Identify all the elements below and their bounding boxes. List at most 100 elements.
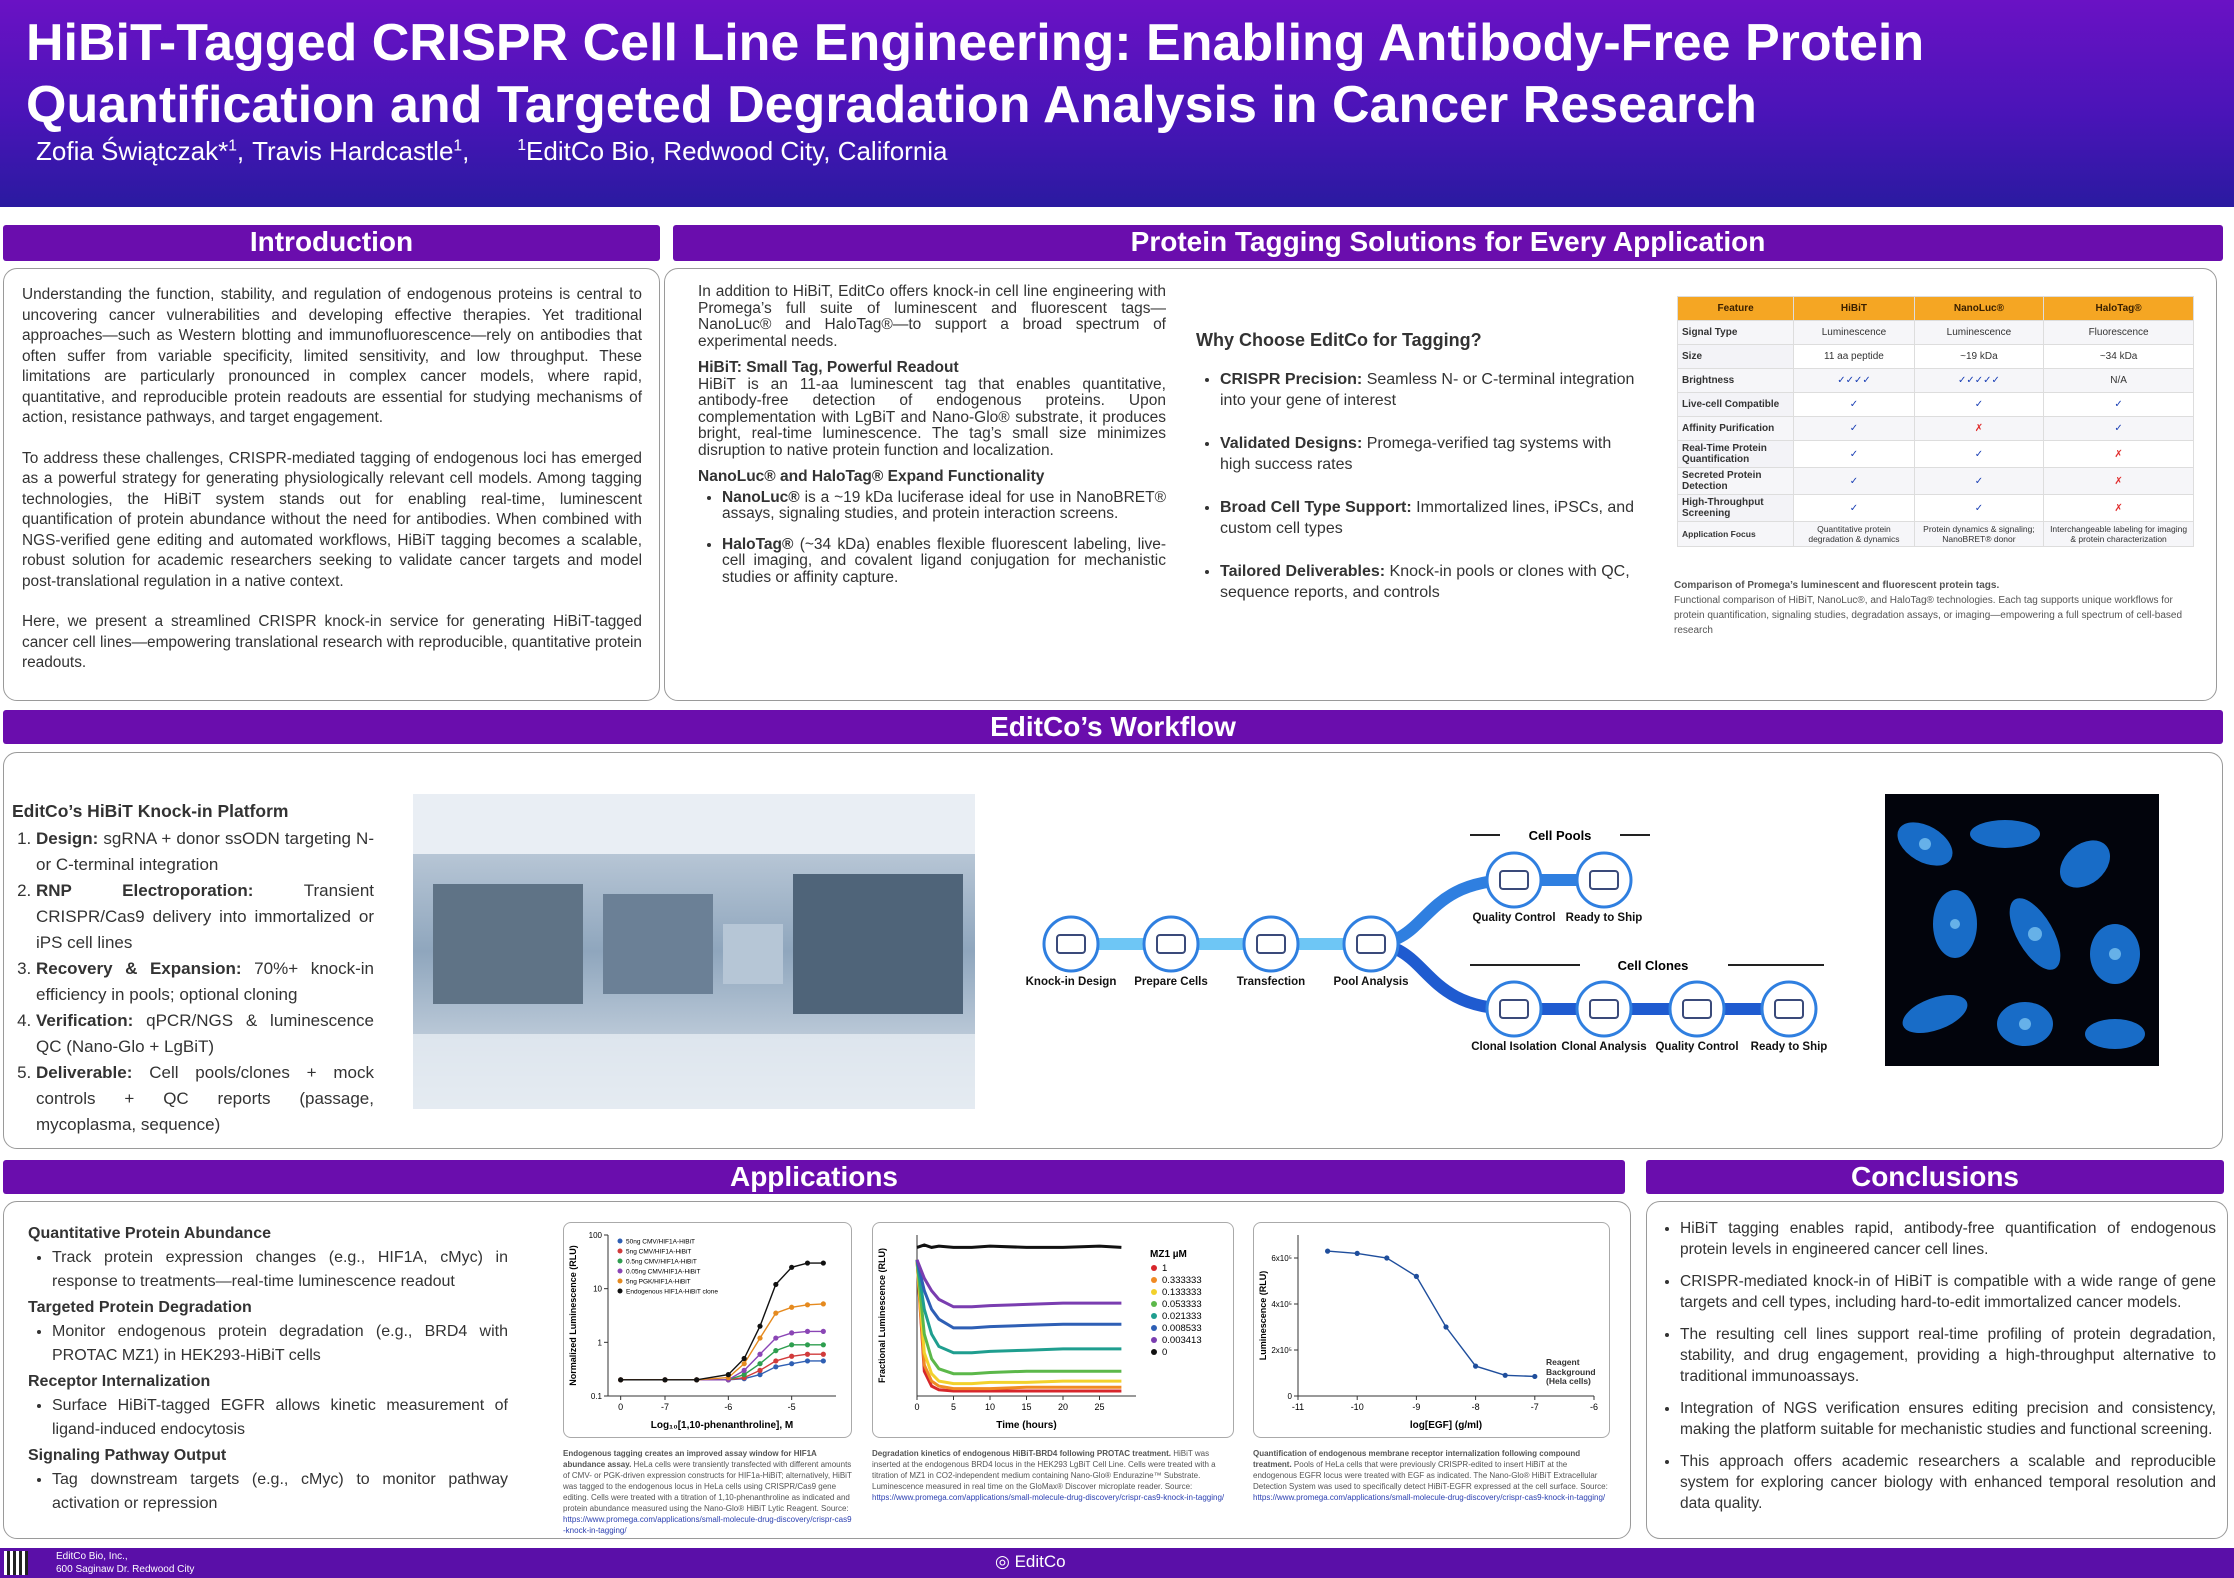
- lab-photo: [413, 794, 975, 1109]
- node-label: Quality Control: [1472, 912, 1556, 924]
- series-line: [915, 1259, 1122, 1330]
- row: Real-Time Protein Quantification ✓ ✓ ✗: [1676, 440, 2194, 468]
- row: Secreted Protein Detection ✓ ✓ ✗: [1676, 467, 2194, 495]
- bullet: Surface HiBiT-tagged EGFR allows kinetic…: [52, 1394, 508, 1442]
- legend-swatch: [617, 1288, 623, 1294]
- cell: ✓: [1793, 392, 1915, 417]
- legend-label: 0.008533: [1162, 1323, 1202, 1334]
- footer: EditCo Bio, Inc., 600 Saginaw Dr. Redwood…: [0, 1548, 2234, 1578]
- text: 70%+ knock-in efficiency in pools; optio…: [36, 959, 374, 1004]
- node: [1485, 851, 1543, 909]
- cell: Luminescence: [1793, 320, 1915, 345]
- point: [757, 1367, 763, 1373]
- cell: ✓: [1793, 467, 1915, 495]
- point: [618, 1377, 624, 1383]
- address: EditCo Bio, Inc., 600 Saginaw Dr. Redwood…: [56, 1550, 194, 1576]
- section-heading: Applications: [3, 1160, 1625, 1194]
- applications-list: Quantitative Protein Abundance Track prot…: [28, 1222, 508, 1518]
- cell: Signal Type: [1676, 320, 1795, 345]
- x-tick-label: 25: [1094, 1402, 1104, 1412]
- x-tick-label: -6: [1590, 1402, 1598, 1412]
- point: [820, 1260, 826, 1266]
- point: [1473, 1363, 1479, 1369]
- bullet: NanoLuc® is a ~19 kDa luciferase ideal f…: [722, 488, 1166, 523]
- step: Recovery & Expansion: 70%+ knock-in effi…: [36, 956, 374, 1008]
- caption-title: Endogenous tagging creates an improved a…: [563, 1449, 817, 1469]
- bullet: Tailored Deliverables: Knock-in pools or…: [1220, 561, 1641, 603]
- step-list: Design: sgRNA + donor ssODN targeting N-…: [12, 826, 374, 1138]
- row: Application Focus Quantitative protein de…: [1676, 521, 2194, 547]
- legend-title: MZ1 µM: [1150, 1249, 1187, 1260]
- figure: 0 5 10 15 20 25 Time (hours) Fractional Lumines…: [872, 1222, 1234, 1438]
- authors: Zofia Świątczak*1, Travis Hardcastle1, 1Ed…: [36, 136, 948, 167]
- point: [789, 1361, 795, 1367]
- series-line: [915, 1259, 1122, 1393]
- caption-title: Degradation kinetics of endogenous HiBiT…: [872, 1449, 1171, 1458]
- floor: [413, 1034, 975, 1109]
- x-tick-label: -5: [788, 1402, 796, 1412]
- x-axis-label: Time (hours): [996, 1420, 1056, 1431]
- cell: ✗: [1913, 416, 2045, 441]
- y-tick-label: 10: [593, 1285, 602, 1294]
- step: RNP Electroporation: Transient CRISPR/Ca…: [36, 878, 374, 956]
- legend-swatch: [1151, 1337, 1157, 1343]
- point: [804, 1358, 811, 1364]
- node-icon: [1156, 934, 1186, 954]
- x-tick-label: 5: [951, 1402, 956, 1412]
- row: Size 11 aa peptide ~19 kDa ~34 kDa: [1676, 344, 2194, 369]
- node-icon: [1056, 934, 1086, 954]
- figure-caption: Endogenous tagging creates an improved a…: [563, 1448, 852, 1536]
- cell: ✓: [1793, 416, 1915, 441]
- caption-title: Quantification of endogenous membrane re…: [1253, 1449, 1581, 1469]
- cell: Fluorescence: [2043, 320, 2194, 345]
- point: [757, 1361, 763, 1367]
- bullet: CRISPR-mediated knock-in of HiBiT is com…: [1680, 1271, 2216, 1313]
- author-sup: 1: [228, 137, 237, 155]
- caption-text: HiBiT was inserted at the endogenous BRD…: [872, 1449, 1216, 1491]
- annotation: Reagent Background (Hela cells): [1546, 1357, 1596, 1386]
- tagging-col: In addition to HiBiT, EditCo offers knoc…: [698, 283, 1166, 600]
- point: [804, 1328, 811, 1334]
- table-caption: Comparison of Promega’s luminescent and …: [1674, 578, 2204, 638]
- legend-label: 5ng CMV/HIF1A-HiBiT: [626, 1249, 691, 1256]
- group-title: Receptor Internalization: [28, 1373, 211, 1390]
- bullet: Validated Designs: Promega-verified tag …: [1220, 433, 1641, 475]
- series-line: [915, 1259, 1122, 1309]
- x-tick-label: 15: [1021, 1402, 1031, 1412]
- text: Seamless N- or C-terminal integration in…: [1220, 371, 1635, 409]
- group-label: Cell Pools: [1529, 828, 1592, 843]
- text: is a ~19 kDa luciferase ideal for use in…: [722, 488, 1166, 522]
- legend-swatch: [1151, 1265, 1157, 1271]
- separator: ,: [236, 136, 245, 166]
- node-icon: [1499, 999, 1529, 1019]
- point: [741, 1355, 747, 1362]
- point: [1502, 1372, 1508, 1378]
- node-icon: [1256, 934, 1286, 954]
- microscopy-image: [1885, 794, 2159, 1066]
- x-tick-label: -8: [1472, 1402, 1480, 1412]
- ceiling: [413, 794, 975, 854]
- point: [773, 1358, 779, 1364]
- chart: 0 -7 -6 -5 0.1 1 10 100 Log₁₀[1,10-phenanthrolin…: [568, 1231, 836, 1431]
- bullet-list: NanoLuc® is a ~19 kDa luciferase ideal f…: [698, 488, 1166, 587]
- nuclei: [1919, 838, 2121, 1030]
- conclusions: HiBiT tagging enables rapid, antibody-fr…: [1660, 1214, 2216, 1525]
- point: [820, 1358, 826, 1364]
- legend-swatch: [1151, 1301, 1157, 1307]
- x-axis-label: Log₁₀[1,10-phenanthroline], M: [651, 1420, 794, 1431]
- platform: EditCo’s HiBiT Knock-in Platform Design:…: [12, 798, 374, 1138]
- figure: 0 -7 -6 -5 0.1 1 10 100 Log₁₀[1,10-phenanthrolin…: [563, 1222, 852, 1438]
- group-title: Quantitative Protein Abundance: [28, 1225, 271, 1242]
- series-line: [915, 1259, 1122, 1386]
- affiliation: EditCo Bio, Redwood City, California: [526, 136, 948, 166]
- source-link: https://www.promega.com/applications/sma…: [1253, 1493, 1606, 1502]
- title-line: Quantification and Targeted Degradation …: [26, 76, 1757, 134]
- cell: N/A: [2043, 368, 2194, 393]
- node-label: Ready to Ship: [1750, 1041, 1828, 1053]
- point: [773, 1348, 779, 1354]
- point: [773, 1335, 779, 1341]
- source-link: https://www.promega.com/applications/sma…: [872, 1493, 1225, 1502]
- x-tick-label: -10: [1351, 1402, 1364, 1412]
- cell: Interchangeable labeling for imaging & p…: [2043, 521, 2194, 547]
- author-name: Zofia Świątczak*: [36, 136, 229, 166]
